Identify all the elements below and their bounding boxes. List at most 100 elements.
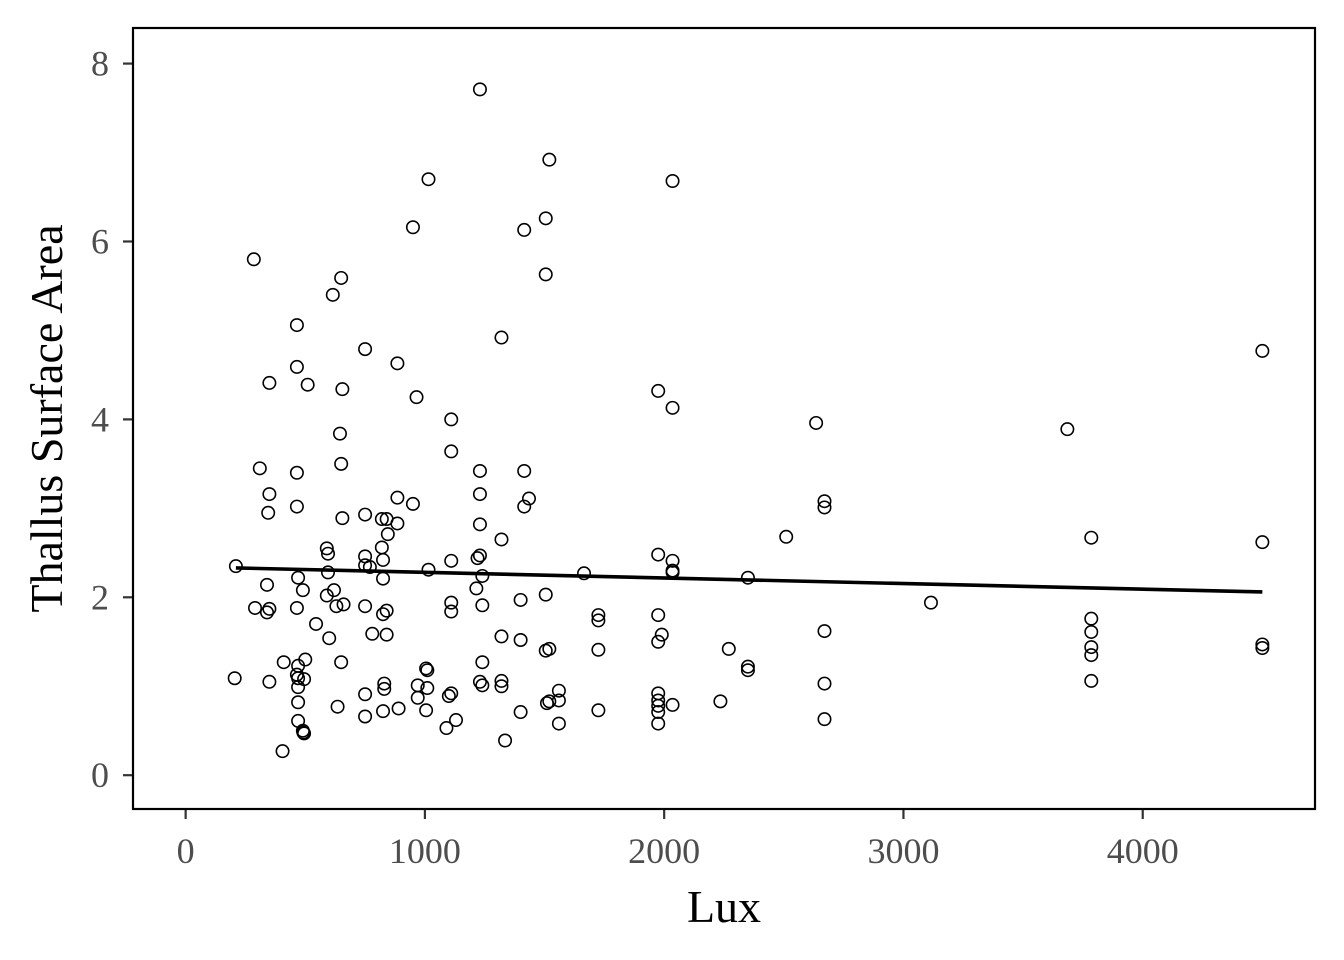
data-point [651, 698, 666, 713]
plot-border [131, 26, 1317, 811]
data-point [376, 607, 391, 622]
data-point [475, 678, 490, 693]
data-point [494, 629, 509, 644]
data-point [1084, 648, 1099, 663]
data-point [321, 546, 336, 561]
y-axis: 0 2 4 6 8 [91, 44, 133, 795]
data-point [475, 598, 490, 613]
data-point [262, 674, 277, 689]
data-point [332, 426, 347, 441]
x-tick-label: 0 [177, 831, 195, 871]
data-point [289, 499, 304, 514]
data-point [551, 693, 566, 708]
data-point [309, 616, 324, 631]
data-point [444, 686, 459, 701]
data-point [817, 676, 832, 691]
data-point [591, 608, 606, 623]
data-point [330, 699, 345, 714]
data-point [259, 605, 274, 620]
data-point [246, 252, 261, 267]
data-point [591, 703, 606, 718]
data-point [1060, 422, 1075, 437]
data-point [275, 744, 290, 759]
data-point [334, 655, 349, 670]
data-point [1255, 637, 1270, 652]
data-point [289, 318, 304, 333]
x-tick-label: 2000 [628, 831, 700, 871]
data-point [329, 599, 344, 614]
data-point [291, 695, 306, 710]
data-point [326, 583, 341, 598]
data-point [817, 712, 832, 727]
data-point [472, 82, 487, 97]
data-point [358, 687, 373, 702]
data-point [444, 553, 459, 568]
data-point [374, 512, 389, 527]
data-point [300, 377, 315, 392]
data-point [1084, 530, 1099, 545]
data-point [494, 673, 509, 688]
data-point [358, 342, 373, 357]
data-point [494, 330, 509, 345]
data-point [517, 499, 532, 514]
data-point [651, 383, 666, 398]
data-point [376, 552, 391, 567]
y-tick-label: 0 [91, 755, 109, 795]
data-point [421, 562, 436, 577]
data-point [444, 604, 459, 619]
data-point [262, 375, 277, 390]
data-point [779, 529, 794, 544]
data-point [469, 581, 484, 596]
data-point [444, 595, 459, 610]
data-point [651, 693, 666, 708]
data-point [262, 487, 277, 502]
y-tick-label: 6 [91, 221, 109, 261]
data-point [1255, 640, 1270, 655]
data-point [228, 559, 243, 574]
data-point [740, 659, 755, 674]
data-point [1255, 343, 1270, 358]
data-point [362, 560, 377, 575]
data-point [651, 716, 666, 731]
y-axis-title: Thallus Surface Area [21, 224, 72, 612]
data-point [420, 663, 435, 678]
data-point [651, 547, 666, 562]
data-point [665, 173, 680, 188]
data-point [377, 681, 392, 696]
data-point [419, 661, 434, 676]
data-point [262, 601, 277, 616]
data-point [410, 690, 425, 705]
data-point [1084, 673, 1099, 688]
data-point [289, 465, 304, 480]
data-point [817, 494, 832, 509]
data-point [475, 655, 490, 670]
data-point [665, 400, 680, 415]
data-point [365, 626, 380, 641]
data-point [297, 726, 312, 741]
data-point [1084, 640, 1099, 655]
data-point [379, 603, 394, 618]
data-point [651, 608, 666, 623]
data-point [358, 599, 373, 614]
data-point [444, 412, 459, 427]
data-point [380, 527, 395, 542]
data-point [654, 627, 669, 642]
data-point [291, 570, 306, 585]
data-point [740, 570, 755, 585]
y-tick-label: 4 [91, 399, 109, 439]
data-point [542, 152, 557, 167]
data-point [475, 568, 490, 583]
data-point [472, 463, 487, 478]
data-point [538, 267, 553, 282]
data-point [513, 592, 528, 607]
data-point [665, 553, 680, 568]
data-point [289, 359, 304, 374]
data-point [391, 701, 406, 716]
x-tick-label: 1000 [389, 831, 461, 871]
data-point [665, 697, 680, 712]
data-point [334, 270, 349, 285]
data-point [513, 705, 528, 720]
data-point [295, 583, 310, 598]
data-point [1084, 611, 1099, 626]
data-point [591, 642, 606, 657]
